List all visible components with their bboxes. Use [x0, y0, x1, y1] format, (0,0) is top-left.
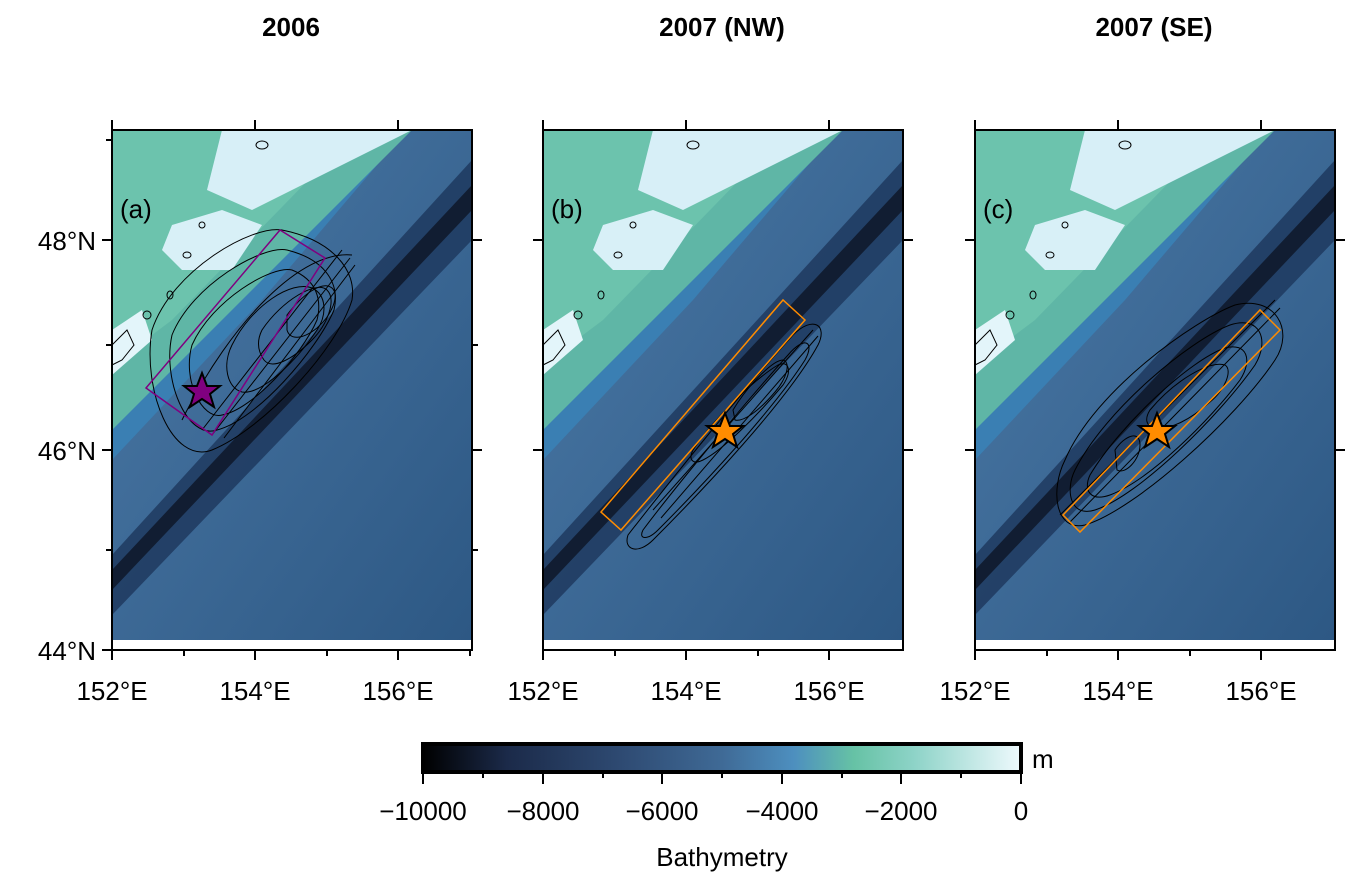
map-panel-c: (c) [974, 129, 1336, 641]
colorbar-ticks [422, 772, 1022, 784]
lon-tick-a-156: 156°E [362, 676, 433, 706]
panel-label-c: (c) [983, 194, 1013, 224]
colorbar-tick-label: −2000 [864, 796, 937, 826]
panel-title-b: 2007 (NW) [659, 12, 785, 42]
epicenter-star-c [1136, 410, 1178, 450]
lon-tick-b-154: 154°E [650, 676, 721, 706]
colorbar-ramp [421, 742, 1023, 774]
lon-tick-b-152: 152°E [507, 676, 578, 706]
fault-rectangle-c [1061, 308, 1282, 534]
slip-contours-c [1056, 299, 1284, 527]
fault-rectangle-a [144, 229, 327, 437]
lon-tick-c-156: 156°E [1225, 676, 1296, 706]
panel-title-c: 2007 (SE) [1095, 12, 1212, 42]
epicenter-star-b [704, 410, 746, 450]
fault-rectangle-b [599, 298, 807, 532]
colorbar-unit: m [1032, 744, 1054, 774]
colorbar-tick-label: −6000 [625, 796, 698, 826]
lat-tick-48: 48°N [38, 226, 96, 256]
colorbar-tick-label: −10000 [379, 796, 466, 826]
panel-label-a: (a) [120, 194, 152, 224]
lat-tick-44: 44°N [38, 636, 96, 666]
map-frames [111, 129, 1336, 651]
panel-title-a: 2006 [262, 12, 320, 42]
colorbar-tick-label: −4000 [745, 796, 818, 826]
lon-tick-a-152: 152°E [76, 676, 147, 706]
colorbar-tick-label: −8000 [506, 796, 579, 826]
lon-tick-c-152: 152°E [939, 676, 1010, 706]
lon-tick-b-156: 156°E [793, 676, 864, 706]
map-panel-a: (a) [111, 129, 473, 641]
map-panel-b: (b) [542, 129, 904, 641]
panel-label-b: (b) [551, 194, 583, 224]
colorbar-label: Bathymetry [656, 842, 788, 872]
colorbar: m −10000 −8000 −6000 −4000 −2000 0 Bathy… [379, 742, 1054, 872]
map-ticks [102, 120, 1345, 660]
slip-contours-b [626, 323, 822, 550]
slip-contours-a [149, 229, 356, 453]
lon-tick-a-154: 154°E [219, 676, 290, 706]
colorbar-tick-label: 0 [1014, 796, 1028, 826]
lat-tick-46: 46°N [38, 436, 96, 466]
lon-tick-c-154: 154°E [1082, 676, 1153, 706]
epicenter-star-a [181, 370, 223, 410]
